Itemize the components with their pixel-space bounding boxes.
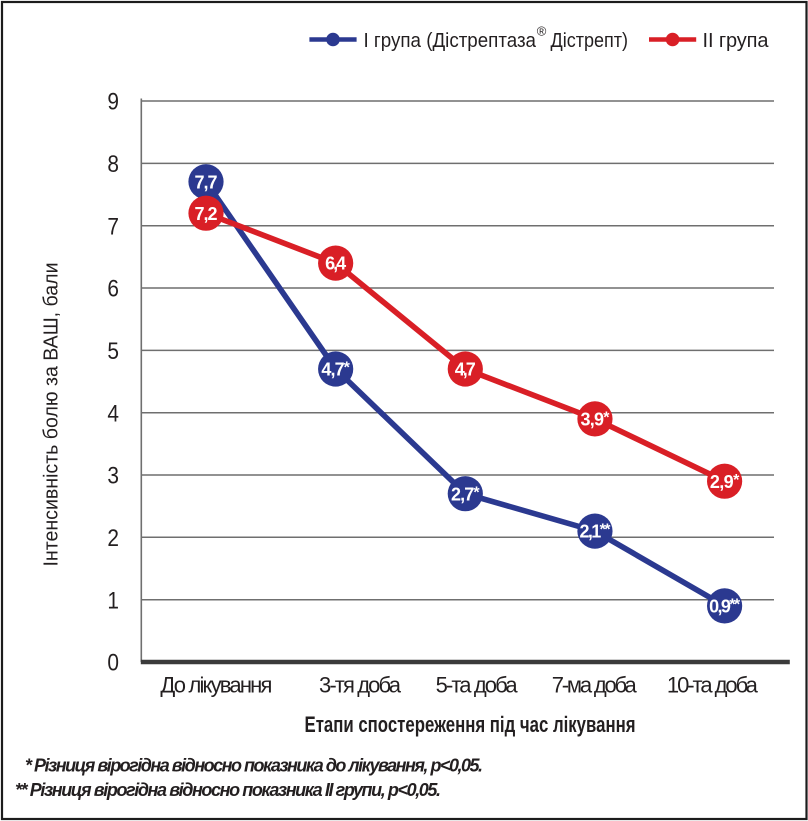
svg-text:2,9*: 2,9* [710, 472, 740, 492]
svg-text:7-ма доба: 7-ма доба [552, 673, 638, 698]
svg-text:2,1**: 2,1** [579, 522, 611, 542]
svg-text:І група (Дістрептаза: І група (Дістрептаза [364, 30, 537, 52]
svg-text:8: 8 [107, 151, 119, 178]
svg-text:3-тя доба: 3-тя доба [319, 673, 402, 698]
svg-text:ІІ група: ІІ група [703, 30, 770, 52]
svg-text:0,9**: 0,9** [709, 597, 741, 617]
svg-text:7: 7 [107, 213, 119, 240]
svg-text:3,9*: 3,9* [580, 410, 610, 430]
svg-text:2,7*: 2,7* [451, 484, 480, 504]
svg-text:До лікування: До лікування [160, 673, 272, 698]
svg-text:7,7: 7,7 [195, 172, 218, 192]
svg-text:** Різниця вірогідна відносно: ** Різниця вірогідна відносно показника … [15, 780, 441, 800]
svg-text:5-та доба: 5-та доба [436, 673, 519, 698]
svg-text:9: 9 [107, 89, 119, 116]
svg-text:6,4: 6,4 [325, 254, 346, 274]
svg-text:0: 0 [107, 650, 119, 677]
svg-text:1: 1 [107, 587, 119, 614]
svg-text:* Різниця вірогідна відносно п: * Різниця вірогідна відносно показника д… [25, 755, 483, 775]
svg-text:®: ® [537, 24, 547, 39]
svg-text:Інтенсивність болю за ВАШ, бал: Інтенсивність болю за ВАШ, бали [41, 263, 63, 567]
svg-text:4,7: 4,7 [455, 360, 476, 380]
svg-text:3: 3 [107, 463, 119, 490]
svg-text:6: 6 [107, 276, 119, 303]
svg-text:10-та доба: 10-та доба [667, 673, 759, 698]
svg-text:2: 2 [107, 525, 119, 552]
svg-text:4,7*: 4,7* [321, 360, 350, 380]
svg-text:4: 4 [107, 400, 119, 427]
svg-text:Дістрепт): Дістрепт) [551, 30, 629, 52]
svg-text:Етапи спостереження під час лі: Етапи спостереження під час лікування [305, 712, 636, 737]
svg-text:5: 5 [107, 338, 119, 365]
svg-text:7,2: 7,2 [195, 204, 218, 224]
